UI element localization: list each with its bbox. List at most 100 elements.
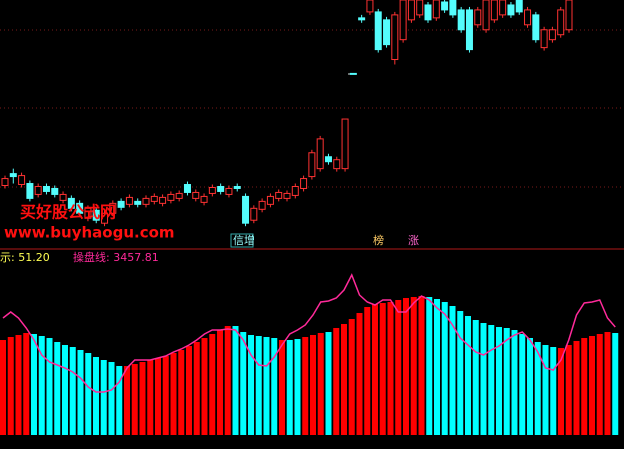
- bar: [170, 353, 177, 435]
- bar: [279, 340, 285, 435]
- watermark: 买好股公式网: [20, 203, 116, 222]
- candle-body: [117, 200, 125, 208]
- candle-body: [557, 9, 565, 36]
- candle-body: [482, 0, 490, 31]
- bar: [85, 353, 92, 435]
- candle-body: [291, 185, 299, 196]
- bar: [356, 313, 363, 435]
- bar: [558, 348, 564, 435]
- bar: [612, 333, 619, 435]
- bar: [263, 337, 270, 435]
- candle-body: [76, 202, 84, 214]
- bar: [434, 299, 440, 435]
- candle-body: [101, 212, 109, 224]
- candle-body: [266, 195, 274, 205]
- candle-body: [333, 159, 341, 170]
- candle-body: [474, 9, 482, 26]
- bar: [286, 340, 293, 435]
- candle-body: [324, 156, 332, 163]
- bar: [248, 335, 254, 435]
- bar: [62, 345, 68, 435]
- candle-body: [242, 195, 250, 224]
- candle-body: [300, 178, 308, 189]
- candle-body: [1, 178, 9, 187]
- bar: [147, 360, 154, 435]
- bar: [480, 323, 487, 435]
- candle-body: [540, 29, 548, 49]
- bar: [255, 336, 262, 435]
- bar: [69, 347, 76, 435]
- bar: [0, 340, 6, 435]
- line: [2, 273, 616, 393]
- bar: [519, 334, 526, 435]
- bar: [465, 316, 471, 435]
- bar: [317, 333, 324, 435]
- candle-body: [358, 17, 366, 21]
- bar: [116, 366, 123, 435]
- candle-body: [416, 0, 424, 16]
- bar: [534, 342, 541, 435]
- bar: [410, 297, 417, 435]
- candle-body: [465, 9, 473, 51]
- bar: [54, 342, 61, 435]
- candle-body: [432, 0, 440, 19]
- bar: [387, 302, 394, 435]
- bar: [224, 326, 231, 435]
- bar: [426, 297, 433, 435]
- candle-body: [59, 193, 67, 201]
- bar: [193, 342, 200, 435]
- candle-body: [167, 193, 175, 201]
- candle-body: [449, 0, 457, 16]
- candle-body: [507, 4, 515, 16]
- candle-body: [109, 202, 117, 214]
- candle-body: [524, 9, 532, 26]
- candle-body: [125, 196, 133, 205]
- candle-body: [565, 0, 573, 31]
- bar: [542, 345, 549, 435]
- candle-body: [308, 152, 316, 178]
- candle-body: [283, 192, 291, 199]
- bar: [232, 326, 239, 435]
- candle-body: [84, 207, 92, 219]
- signal-label: 涨: [408, 234, 419, 247]
- candle-body: [349, 72, 357, 75]
- bar: [511, 330, 518, 435]
- bar: [93, 357, 99, 435]
- candle-body: [374, 11, 382, 51]
- candle-body: [316, 138, 324, 170]
- bar: [403, 298, 409, 435]
- bar: [7, 337, 14, 435]
- candle-body: [532, 14, 540, 41]
- signal-label: 信增: [233, 233, 255, 247]
- bar: [178, 350, 185, 435]
- candle-body: [407, 0, 415, 21]
- candle-body: [441, 1, 449, 11]
- bar: [496, 327, 502, 435]
- bar: [441, 302, 448, 435]
- candle-body: [92, 209, 100, 221]
- line-label: 操盘线: 3457.81: [73, 250, 159, 264]
- bar: [550, 347, 557, 435]
- candle-body: [42, 185, 50, 192]
- bar: [155, 358, 161, 435]
- bar: [395, 300, 402, 435]
- indicator-label: 示: 51.20: [0, 251, 50, 264]
- bar: [596, 334, 603, 435]
- candle-body: [51, 187, 59, 195]
- candle-body: [217, 185, 225, 192]
- candle-body: [159, 196, 167, 204]
- bar: [294, 339, 301, 435]
- candle-body: [142, 197, 150, 205]
- candle-body: [67, 197, 75, 209]
- bar: [379, 303, 386, 435]
- bar: [503, 328, 510, 435]
- candle-body: [26, 183, 34, 199]
- bar: [573, 341, 580, 435]
- candle-body: [424, 4, 432, 21]
- bar: [457, 311, 464, 435]
- bar: [139, 362, 146, 435]
- bar: [565, 345, 572, 435]
- candle-body: [548, 29, 556, 41]
- candle-body: [225, 187, 233, 195]
